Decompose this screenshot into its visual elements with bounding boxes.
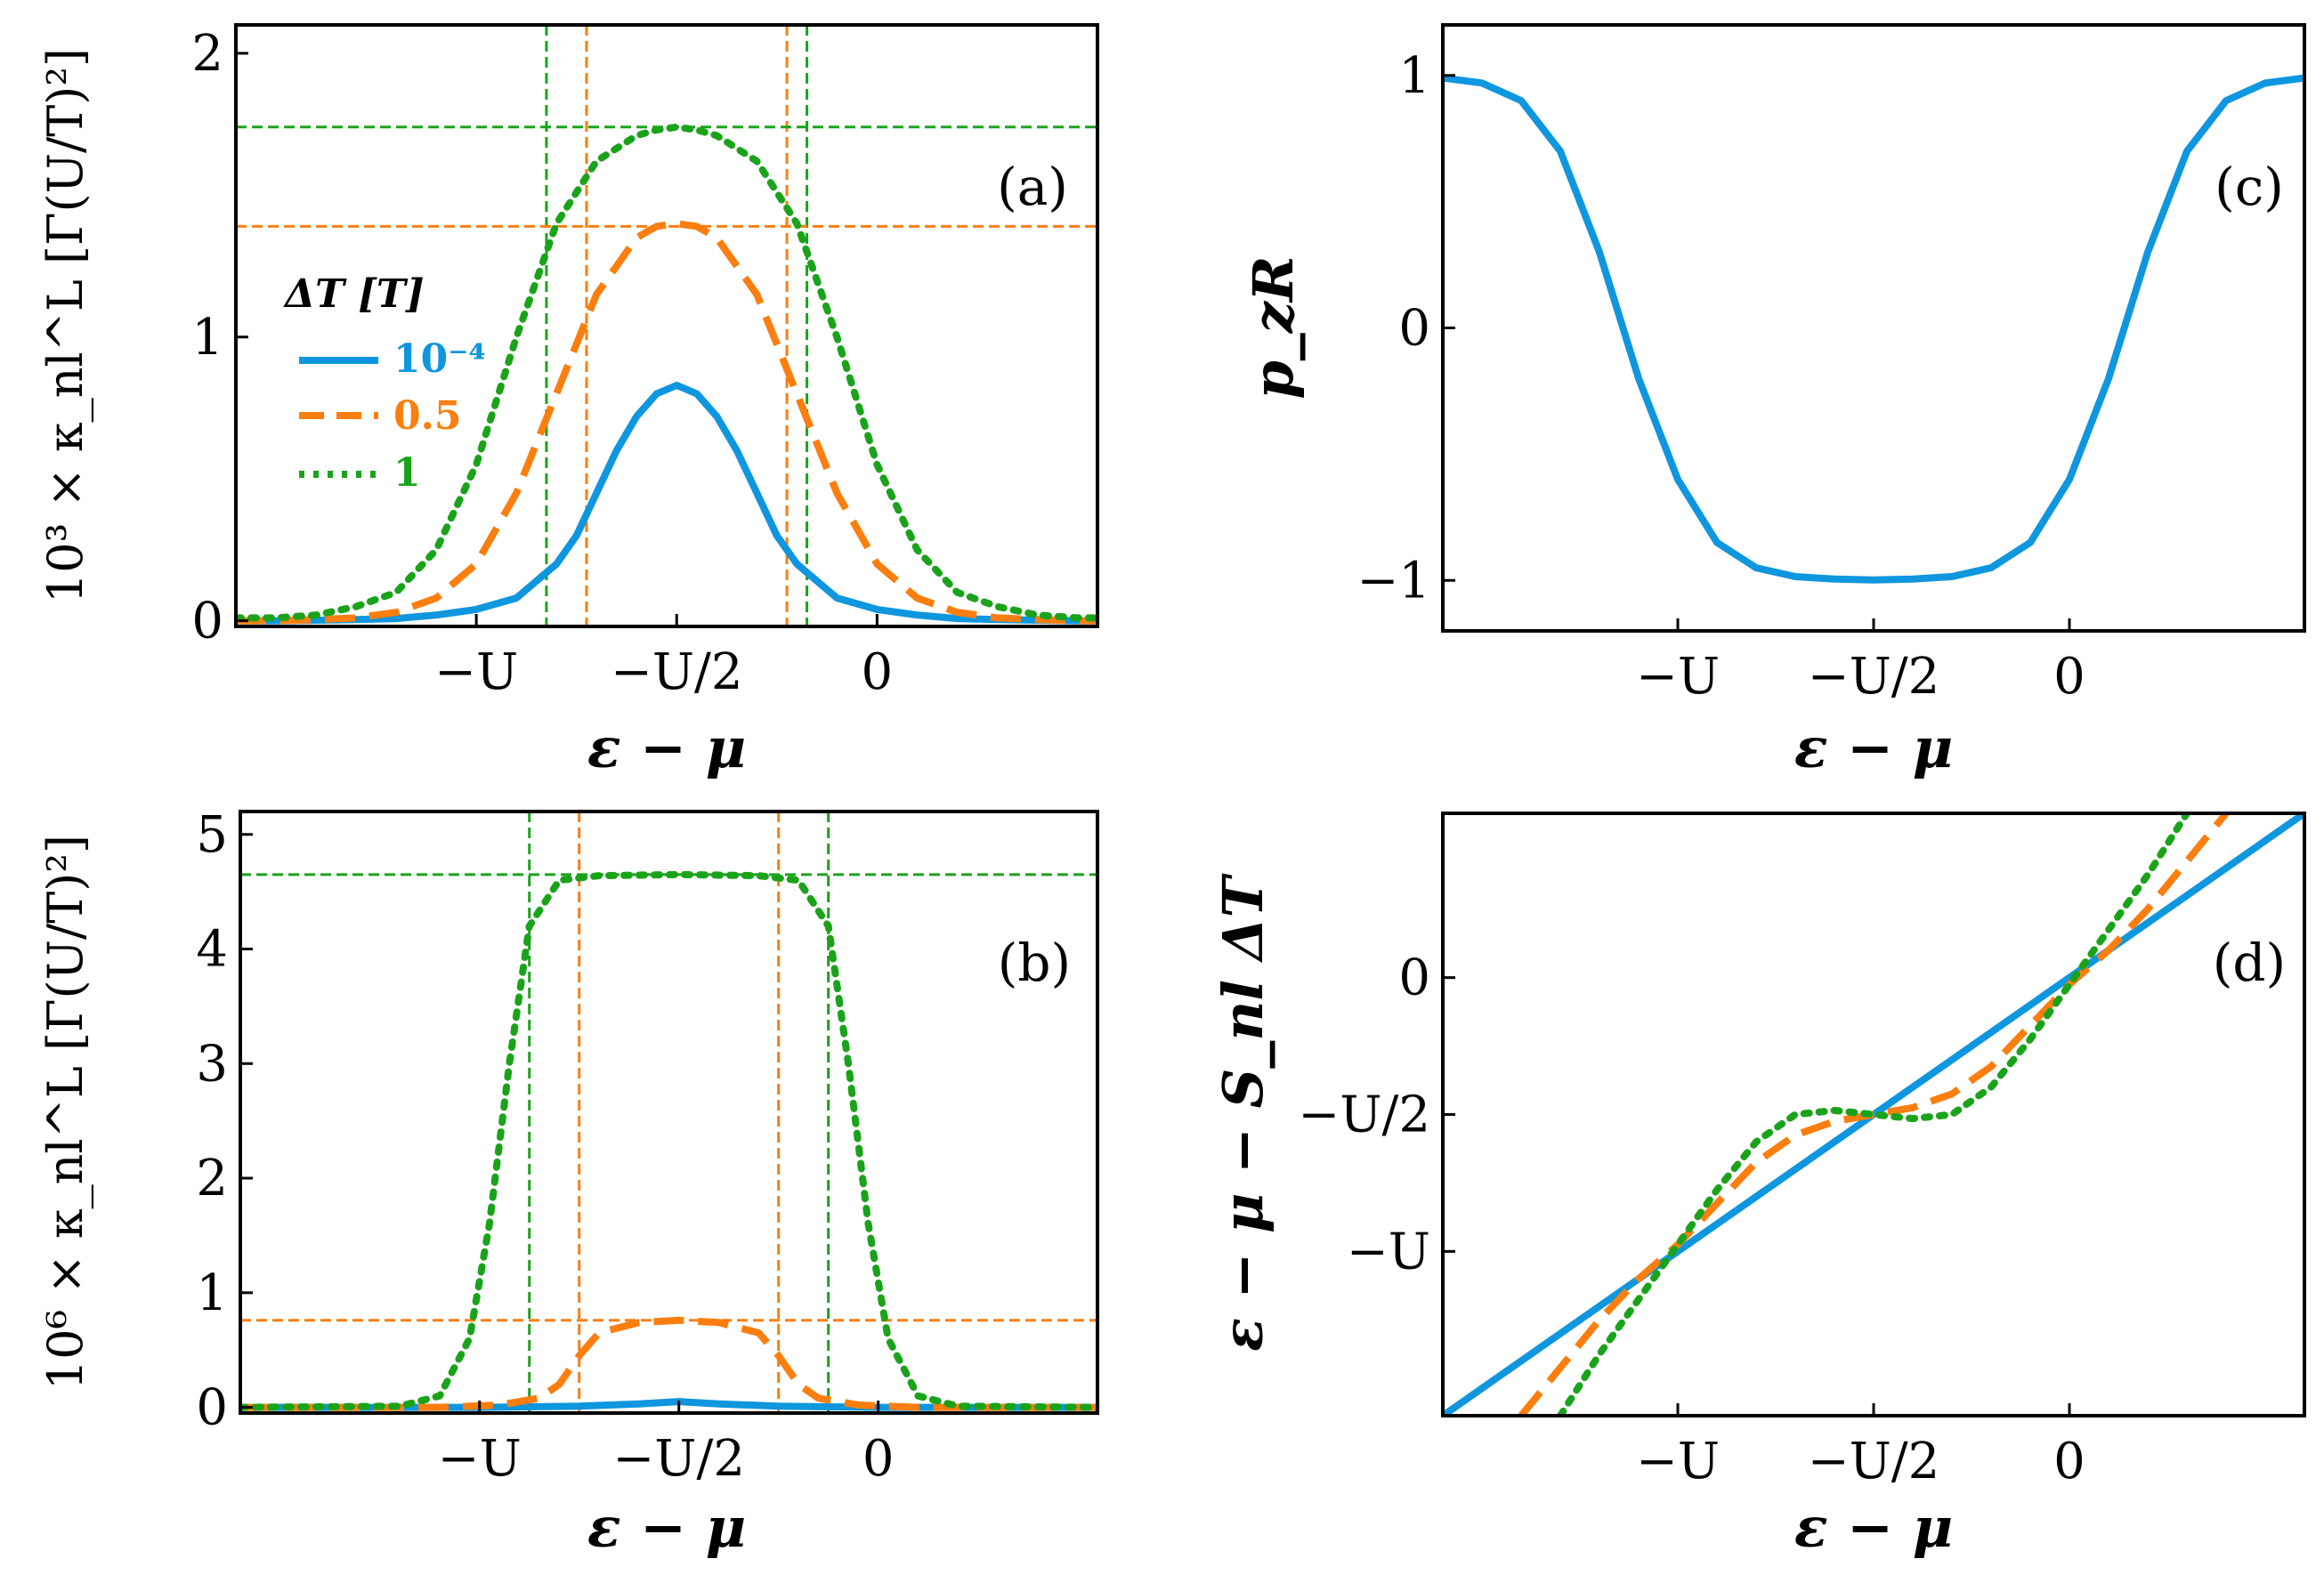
legend-label-orange: 0.5 [393, 393, 462, 439]
panel-a-xlabel: ε − μ [587, 715, 746, 780]
panel-c: (c) ε − μ p_zR −U −U/2 0 1 0 −1 [1241, 23, 2306, 780]
panel-a-ytick-label-0: 0 [191, 593, 223, 650]
panel-d-xtick-label-1: −U/2 [1808, 1433, 1940, 1490]
panel-c-ylabel: p_zR [1241, 255, 1306, 399]
panel-b-ytick-label-1: 1 [196, 1264, 228, 1322]
panel-d: (d) ε − μ ε − μ − S_nl ΔT −U −U/2 0 0 −U/2 −U [1211, 812, 2306, 1560]
panel-a-ylabel: 10³ × κ_nl^L [Γ(U/T)²] [37, 48, 93, 603]
panel-d-xlabel: ε − μ [1794, 1495, 1953, 1560]
panel-c-ytick-label-2: −1 [1356, 552, 1430, 610]
panel-b-ylabel: 10⁶ × κ_nl^L [Γ(U/T)²] [37, 835, 93, 1390]
panel-c-xtick-label-2: 0 [2053, 648, 2085, 706]
panel-c-xtick-label-1: −U/2 [1808, 648, 1940, 706]
panel-c-xlabel: ε − μ [1794, 715, 1953, 780]
panel-b-ytick-label-0: 0 [196, 1379, 228, 1437]
panel-b: (b) ε − μ 10⁶ × κ_nl^L [Γ(U/T)²] −U −U/2 0… [37, 806, 1099, 1560]
panel-b-ytick-label-2: 2 [196, 1150, 228, 1207]
panel-d-series-1 [1518, 813, 2230, 1416]
panel-a-ytick-label-2: 2 [191, 25, 223, 83]
legend-label-blue: 10⁻⁴ [393, 336, 486, 382]
panel-a-label: (a) [997, 157, 1068, 217]
panel-a: (a) ε − μ 10³ × κ_nl^L [Γ(U/T)²] ΔT [T] … [37, 23, 1099, 780]
panel-c-ytick-label-1: 0 [1398, 300, 1430, 358]
panel-b-xlabel: ε − μ [587, 1495, 746, 1560]
panel-b-xtick-label-1: −U/2 [612, 1430, 745, 1488]
panel-a-xtick-label-2: 0 [862, 643, 894, 701]
panel-b-label: (b) [998, 933, 1071, 993]
legend-title: ΔT [T] [283, 271, 425, 317]
panel-d-xtick-label-0: −U [1636, 1433, 1720, 1490]
legend-label-green: 1 [393, 450, 421, 496]
panel-a-xtick-label-0: −U [434, 643, 518, 701]
panel-d-series-2 [1557, 813, 2190, 1416]
panel-b-ytick-label-4: 4 [196, 921, 228, 979]
panel-a-xtick-label-1: −U/2 [611, 643, 743, 701]
panel-c-ytick-label-0: 1 [1398, 47, 1430, 105]
panel-c-series-0 [1443, 74, 2304, 584]
panel-b-xtick-label-2: 0 [862, 1430, 895, 1488]
panel-d-ylabel: ε − μ − S_nl ΔT [1211, 873, 1275, 1351]
panel-d-label: (d) [2213, 933, 2286, 993]
panel-a-series-0 [236, 382, 1097, 625]
panel-d-ytick-label-2: −U [1347, 1223, 1430, 1280]
panel-d-xtick-label-2: 0 [2053, 1433, 2085, 1490]
panel-b-plot-area [240, 812, 1097, 1413]
panel-a-plot-area [236, 25, 1097, 626]
panel-b-series-2 [240, 870, 1097, 1411]
panel-d-plot-area [1443, 813, 2304, 1416]
legend: ΔT [T] 10⁻⁴ 0.5 1 [283, 271, 486, 496]
panel-d-ytick-label-0: 0 [1398, 949, 1430, 1007]
panel-b-ytick-label-5: 5 [196, 806, 228, 864]
panel-b-series-1 [240, 1316, 1097, 1411]
panel-c-xtick-label-0: −U [1636, 648, 1720, 706]
panel-a-ytick-label-1: 1 [191, 309, 223, 367]
panel-b-ytick-label-3: 3 [196, 1035, 228, 1093]
panel-b-xtick-label-0: −U [438, 1430, 522, 1488]
panel-a-frame [234, 23, 1099, 628]
panel-a-series-2 [236, 123, 1097, 622]
panel-d-ytick-label-1: −U/2 [1298, 1086, 1430, 1144]
panel-c-frame [1441, 23, 2306, 633]
panel-b-frame [239, 810, 1099, 1415]
panel-a-series-1 [236, 220, 1097, 625]
panel-c-label: (c) [2215, 157, 2284, 217]
panel-c-plot-area [1443, 74, 2304, 584]
